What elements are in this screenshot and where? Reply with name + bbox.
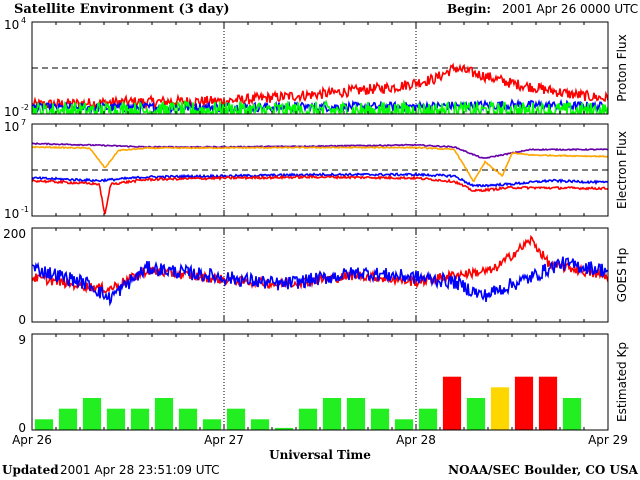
kp-bar: [82, 398, 102, 430]
series-line-red: [32, 234, 608, 295]
kp-bar: [394, 419, 414, 430]
y-tick-exponent: 7: [21, 118, 26, 127]
kp-bar: [442, 376, 462, 430]
series-line-blue: [32, 256, 608, 307]
begin-value: 2001 Apr 26 0000 UTC: [502, 2, 638, 16]
x-tick-label: Apr 26: [12, 433, 52, 447]
kp-bar: [346, 398, 366, 430]
kp-bar: [298, 408, 318, 430]
y-axis-label: GOES Hp: [615, 248, 629, 302]
y-tick-label: 200: [3, 227, 26, 241]
y-tick-exponent: 4: [21, 16, 26, 25]
chart-title: Satellite Environment (3 day): [14, 2, 229, 17]
x-tick-label: Apr 28: [396, 433, 436, 447]
kp-bar: [322, 398, 342, 430]
kp-bar: [514, 376, 534, 430]
x-tick-label: Apr 27: [204, 433, 244, 447]
y-axis-label: Electron Flux: [615, 131, 629, 209]
y-tick-exponent: -2: [21, 103, 29, 112]
y-tick-label: 10: [4, 18, 19, 32]
panel-kp: 9 0 Estimated Kp: [18, 333, 629, 435]
y-tick-label: 9: [18, 333, 26, 347]
kp-bar: [106, 408, 126, 430]
series-line-blue: [32, 172, 608, 188]
y-tick-label: 10: [4, 207, 19, 221]
begin-label: Begin:: [447, 2, 491, 16]
kp-bar: [370, 408, 390, 430]
kp-bar: [34, 419, 54, 430]
kp-bar: [226, 408, 246, 430]
kp-bar: [250, 419, 270, 430]
kp-bar: [202, 419, 222, 430]
x-tick-labels: Apr 26 Apr 27 Apr 28 Apr 29: [12, 433, 628, 447]
series-line-red: [32, 174, 608, 215]
series-line-green: [32, 99, 608, 114]
kp-bar: [58, 408, 78, 430]
y-tick-label: 10: [4, 105, 19, 119]
y-tick-exponent: -1: [21, 205, 29, 214]
kp-bar: [178, 408, 198, 430]
updated-label: Updated: [2, 463, 59, 477]
series-line-red: [32, 62, 608, 111]
panel-frame: [31, 123, 609, 217]
kp-bar: [490, 387, 510, 430]
series-line-orange: [32, 145, 608, 183]
credit-label: NOAA/SEC Boulder, CO USA: [448, 463, 639, 477]
x-tick-label: Apr 29: [588, 433, 628, 447]
y-axis-label: Proton Flux: [615, 34, 629, 101]
updated-value: 2001 Apr 28 23:51:09 UTC: [60, 463, 220, 477]
y-tick-label: 0: [18, 313, 26, 327]
panel-hp: 200 0 GOES Hp: [3, 227, 629, 327]
y-tick-label: 0: [18, 421, 26, 435]
kp-bar: [538, 376, 558, 430]
kp-bar: [562, 398, 582, 430]
kp-bar: [466, 398, 486, 430]
kp-bar: [130, 408, 150, 430]
y-tick-label: 10: [4, 120, 19, 134]
y-axis-label: Estimated Kp: [615, 342, 629, 422]
kp-bar: [154, 398, 174, 430]
x-axis-label: Universal Time: [269, 448, 371, 462]
kp-bar: [274, 427, 294, 430]
kp-bar: [418, 408, 438, 430]
